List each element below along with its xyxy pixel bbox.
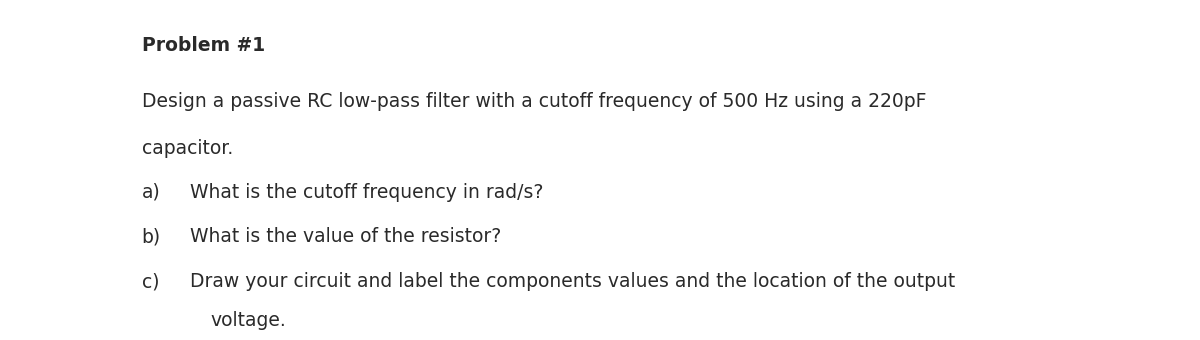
Text: capacitor.: capacitor. [142,139,233,158]
Text: c): c) [142,272,160,291]
Text: What is the cutoff frequency in rad/s?: What is the cutoff frequency in rad/s? [190,183,542,202]
Text: Design a passive RC low-pass filter with a cutoff frequency of 500 Hz using a 22: Design a passive RC low-pass filter with… [142,92,926,111]
Text: voltage.: voltage. [210,311,286,330]
Text: Problem #1: Problem #1 [142,36,265,55]
Text: b): b) [142,227,161,246]
Text: Draw your circuit and label the components values and the location of the output: Draw your circuit and label the componen… [190,272,955,291]
Text: What is the value of the resistor?: What is the value of the resistor? [190,227,500,246]
Text: a): a) [142,183,161,202]
